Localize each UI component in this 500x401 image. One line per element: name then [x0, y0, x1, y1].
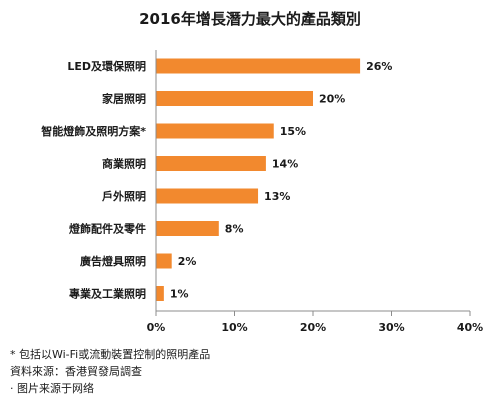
- bar: [156, 91, 313, 106]
- category-label: 專業及工業照明: [69, 287, 146, 301]
- category-label: 廣告燈具照明: [80, 254, 146, 268]
- data-label: 15%: [280, 125, 306, 138]
- source-note: 資料來源：香港貿發局調查: [10, 365, 142, 378]
- data-label: 26%: [366, 60, 392, 73]
- chart-notes: * 包括以Wi-Fi或流動裝置控制的照明產品 資料來源：香港貿發局調查 · 图片…: [10, 346, 210, 397]
- bar: [156, 123, 274, 139]
- image-source-note: · 图片来源于网络: [10, 382, 94, 395]
- data-label: 14%: [272, 158, 298, 171]
- x-tick-label: 30%: [378, 321, 404, 334]
- category-label: LED及環保照明: [67, 59, 146, 73]
- category-label: 家居照明: [102, 92, 146, 106]
- bar: [156, 156, 266, 171]
- x-tick-label: 20%: [300, 321, 326, 334]
- x-tick-label: 0%: [147, 321, 166, 334]
- bar: [156, 286, 164, 301]
- data-label: 8%: [225, 223, 244, 236]
- category-label: 商業照明: [102, 157, 146, 171]
- x-tick-label: 40%: [457, 321, 483, 334]
- category-label: 智能燈飾及照明方案*: [41, 124, 146, 138]
- data-label: 2%: [178, 255, 197, 268]
- category-label: 戶外照明: [102, 189, 146, 203]
- bar: [156, 221, 219, 236]
- data-label: 20%: [319, 93, 345, 106]
- bar: [156, 188, 259, 204]
- bar: [156, 58, 361, 74]
- data-label: 1%: [170, 288, 189, 301]
- bar: [156, 253, 172, 269]
- x-tick-label: 10%: [221, 321, 247, 334]
- chart-title: 2016年增長潛力最大的產品類別: [139, 10, 361, 28]
- category-label: 燈飾配件及零件: [69, 222, 146, 236]
- data-label: 13%: [264, 190, 290, 203]
- footnote: * 包括以Wi-Fi或流動裝置控制的照明產品: [10, 348, 211, 361]
